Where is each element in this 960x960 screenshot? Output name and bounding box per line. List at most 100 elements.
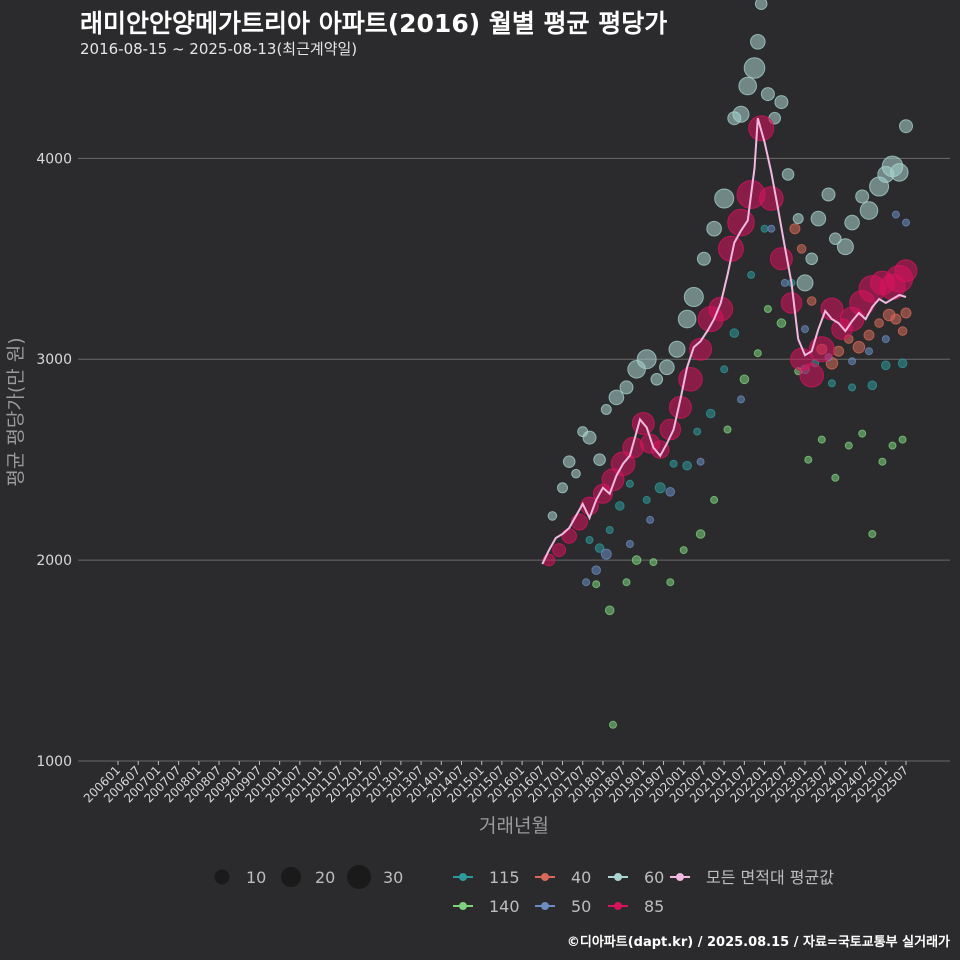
point-60 [899,119,913,134]
legend-key-dot [676,873,684,881]
point-115 [693,427,702,436]
point-40 [897,326,908,336]
point-115 [720,365,729,374]
x-axis: 2006012006072007012007072008012008072009… [81,761,911,806]
legend-key-dot [459,902,467,910]
point-60 [781,168,795,181]
point-60 [557,482,568,494]
point-60 [750,34,766,50]
point-140 [817,435,826,444]
point-115 [615,501,625,511]
point-60 [732,105,750,123]
point-85 [820,297,844,321]
point-60 [582,430,597,445]
point-115 [605,526,614,534]
legend-label: 50 [571,897,591,916]
y-axis-label: 평균 평당가(만 원) [5,337,27,486]
point-50 [801,325,809,334]
point-85 [570,513,588,531]
point-140 [878,457,887,466]
point-115 [760,224,769,233]
point-60 [821,187,836,202]
point-60 [792,213,804,225]
point-60 [619,380,634,395]
average-line-path [541,117,907,565]
chart-title: 래미안안양메가트리아 아파트(2016) 월별 평균 평당가 [80,9,668,38]
point-140 [604,605,615,616]
y-tick-label: 3000 [36,352,72,368]
point-40 [806,296,817,306]
point-85 [759,186,784,211]
y-tick-label: 4000 [36,151,72,167]
point-115 [585,536,594,544]
point-60 [706,220,722,237]
point-60 [677,309,697,329]
point-50 [881,335,890,344]
point-50 [767,224,776,233]
legend-label: 85 [644,897,664,916]
point-50 [891,210,900,219]
point-140 [592,580,601,589]
point-115 [625,479,634,488]
point-50 [665,487,676,497]
point-140 [710,495,719,504]
point-40 [789,223,801,235]
chart-subtitle: 2016-08-15 ~ 2025-08-13(최근계약일) [80,40,358,58]
point-60 [562,455,576,469]
point-140 [649,558,658,567]
y-tick-label: 2000 [36,553,72,569]
point-140 [763,305,772,313]
point-40 [900,307,912,319]
average-line [541,117,907,565]
legend-label: 140 [489,897,520,916]
point-50 [780,278,789,287]
point-140 [695,529,706,539]
size-legend-label: 10 [246,868,266,887]
point-60 [859,201,879,220]
point-50 [646,515,655,524]
point-50 [696,457,705,466]
point-115 [747,270,756,279]
legend-key-dot [614,902,622,910]
point-60 [829,232,842,245]
point-50 [737,395,745,404]
point-60 [743,57,766,79]
point-50 [591,565,602,576]
point-40 [852,340,866,354]
point-60 [836,238,854,256]
legend-key-dot [541,902,549,910]
point-115 [669,459,678,468]
legend-label: 40 [571,868,591,887]
point-60 [683,287,704,307]
size-legend-dot [281,867,301,887]
point-85 [894,259,918,283]
point-40 [833,345,845,357]
point-60 [805,252,819,266]
point-140 [776,318,787,328]
point-115 [881,360,891,371]
size-legend-dot [347,865,371,889]
point-85 [799,363,825,388]
y-tick-label: 1000 [36,754,72,770]
point-115 [827,379,836,388]
point-85 [689,337,713,361]
point-85 [552,543,567,558]
x-axis-label: 거래년월 [479,815,549,837]
legend-key-dot [541,873,549,881]
legend-label: 모든 면적대 평균값 [706,868,834,887]
point-60 [650,373,664,386]
point-60 [796,274,814,292]
point-115 [848,383,857,392]
point-115 [594,543,605,553]
point-50 [865,347,873,356]
point-60 [760,87,775,102]
point-115 [897,358,908,369]
data-points [542,0,918,729]
legend-label: 60 [644,868,664,887]
point-115 [705,408,716,419]
point-50 [625,540,634,548]
point-60 [636,349,657,370]
point-60 [668,340,686,358]
point-140 [609,720,617,729]
